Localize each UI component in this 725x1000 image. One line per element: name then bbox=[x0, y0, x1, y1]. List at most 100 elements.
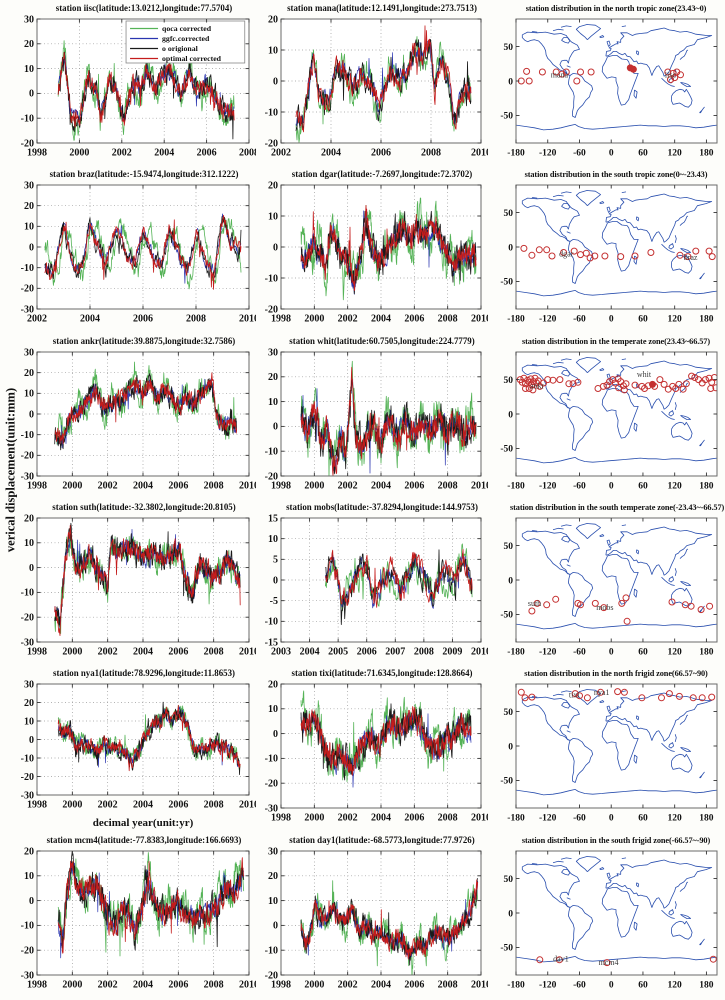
svg-text:2008: 2008 bbox=[204, 481, 224, 492]
svg-text:-50: -50 bbox=[500, 777, 513, 787]
svg-text:20: 20 bbox=[268, 181, 278, 191]
svg-text:10: 10 bbox=[268, 704, 278, 715]
svg-text:2000: 2000 bbox=[304, 314, 324, 325]
panel-ankr: station ankr(latitude:39.8875,longitude:… bbox=[10, 335, 256, 497]
svg-text:2010: 2010 bbox=[471, 980, 488, 991]
svg-text:-10: -10 bbox=[21, 114, 34, 125]
svg-text:2008: 2008 bbox=[204, 647, 224, 658]
svg-text:decimal year(unit:yr): decimal year(unit:yr) bbox=[93, 817, 194, 829]
svg-text:180: 180 bbox=[699, 315, 714, 325]
svg-text:50: 50 bbox=[504, 209, 514, 219]
svg-text:2002: 2002 bbox=[98, 647, 118, 658]
panel-title: station day1(latitude:-68.5773,longitude… bbox=[289, 835, 475, 845]
svg-text:iisc: iisc bbox=[665, 70, 677, 79]
svg-text:2006: 2006 bbox=[133, 314, 153, 325]
svg-text:mana: mana bbox=[551, 70, 569, 79]
svg-text:-180: -180 bbox=[507, 149, 525, 159]
svg-text:-60: -60 bbox=[573, 814, 586, 824]
svg-text:30: 30 bbox=[24, 15, 34, 25]
panel-title: station distribution in the north tropic… bbox=[525, 4, 707, 13]
panel-title: station whit(latitude:60.7505,longitude:… bbox=[289, 336, 475, 346]
svg-text:-50: -50 bbox=[500, 944, 513, 954]
svg-text:-20: -20 bbox=[265, 471, 278, 482]
svg-text:30: 30 bbox=[24, 181, 34, 191]
svg-text:0: 0 bbox=[609, 315, 614, 325]
svg-text:60: 60 bbox=[638, 315, 648, 325]
panel-tixi: station tixi(latitude:71.6345,longitude:… bbox=[254, 667, 488, 829]
panel-title: station mana(latitude:12.1491,longitude:… bbox=[287, 3, 477, 13]
panel-title: station suth(latitude:-32.3802,longitude… bbox=[52, 502, 236, 512]
world-map-south-temperate: suth mobs -180 -120 -60 0 60 120 180 -50 0 50 bbox=[500, 517, 718, 658]
panel-map-south-frigid: station distribution in the south frigid… bbox=[486, 834, 722, 996]
svg-text:2000: 2000 bbox=[62, 980, 82, 991]
svg-text:120: 120 bbox=[668, 482, 683, 492]
timeseries-chart-whit: 1998 2000 2002 2004 2006 2008 2010 -20 -10 0 10 20 3… bbox=[265, 348, 488, 492]
svg-text:-30: -30 bbox=[21, 790, 34, 801]
svg-text:nya1: nya1 bbox=[594, 688, 610, 697]
svg-text:mcm4: mcm4 bbox=[599, 958, 619, 967]
panel-map-temperate: station distribution in the temperate zo… bbox=[486, 335, 722, 497]
svg-text:10: 10 bbox=[24, 389, 34, 400]
svg-text:2004: 2004 bbox=[133, 481, 153, 492]
svg-text:60: 60 bbox=[638, 981, 648, 991]
svg-text:mobs: mobs bbox=[596, 603, 613, 612]
svg-text:2010: 2010 bbox=[239, 800, 256, 811]
svg-text:0: 0 bbox=[609, 648, 614, 658]
svg-text:20: 20 bbox=[268, 871, 278, 882]
svg-text:-10: -10 bbox=[265, 754, 278, 765]
svg-text:1998: 1998 bbox=[271, 980, 291, 991]
svg-text:2006: 2006 bbox=[404, 314, 424, 325]
svg-text:2010: 2010 bbox=[239, 980, 256, 991]
svg-text:2008: 2008 bbox=[421, 148, 441, 159]
svg-text:0: 0 bbox=[29, 563, 34, 574]
svg-text:2002: 2002 bbox=[27, 314, 47, 325]
svg-text:0: 0 bbox=[29, 735, 34, 746]
svg-text:5: 5 bbox=[273, 555, 278, 566]
svg-text:-5: -5 bbox=[270, 596, 278, 607]
svg-text:2000: 2000 bbox=[62, 481, 82, 492]
svg-text:-20: -20 bbox=[265, 970, 278, 981]
svg-text:2006: 2006 bbox=[371, 148, 391, 159]
panel-mcm4: station mcm4(latitude:-77.8383,longitude… bbox=[10, 834, 256, 996]
svg-text:0: 0 bbox=[508, 742, 513, 752]
svg-text:2006: 2006 bbox=[357, 647, 377, 658]
svg-text:2010: 2010 bbox=[471, 481, 488, 492]
svg-text:-10: -10 bbox=[265, 107, 278, 118]
svg-text:1998: 1998 bbox=[27, 980, 47, 991]
svg-text:20: 20 bbox=[24, 201, 34, 212]
svg-text:2008: 2008 bbox=[438, 481, 458, 492]
svg-text:2004: 2004 bbox=[371, 813, 391, 824]
svg-text:20: 20 bbox=[268, 15, 278, 25]
svg-text:-50: -50 bbox=[500, 278, 513, 288]
timeseries-chart-tixi: 1998 2000 2002 2004 2006 2008 2010 -30 -20 -10 0 10… bbox=[265, 680, 488, 824]
svg-text:-10: -10 bbox=[265, 273, 278, 284]
world-map-north-frigid: tixi nya1 -180 -120 -60 0 60 120 180 -50 0 50 bbox=[500, 683, 718, 824]
svg-text:2006: 2006 bbox=[168, 481, 188, 492]
svg-text:0: 0 bbox=[273, 242, 278, 253]
timeseries-chart-braz: 2002 2004 2006 2008 2010 -30 -20 -10 0 10 20 30 bbox=[21, 181, 256, 325]
timeseries-chart-ankr: 1998 2000 2002 2004 2006 2008 2010 -30 -20 -10 0 10… bbox=[21, 348, 256, 492]
panel-title: station distribution in the south temper… bbox=[510, 503, 725, 512]
svg-text:2000: 2000 bbox=[304, 980, 324, 991]
svg-text:2006: 2006 bbox=[168, 800, 188, 811]
svg-text:2010: 2010 bbox=[239, 647, 256, 658]
panel-title: station braz(latitude:-15.9474,longitude… bbox=[49, 169, 239, 179]
svg-text:-30: -30 bbox=[21, 970, 34, 981]
svg-text:2010: 2010 bbox=[239, 314, 256, 325]
timeseries-chart-mobs: 2003 2004 2005 2006 2007 2008 2009 2010 -15 -10 -5… bbox=[265, 514, 488, 658]
svg-text:0: 0 bbox=[29, 242, 34, 253]
svg-text:50: 50 bbox=[504, 43, 514, 53]
svg-text:qoca corrected: qoca corrected bbox=[162, 24, 212, 33]
svg-text:-120: -120 bbox=[539, 315, 557, 325]
panel-iisc: station iisc(latitude:13.0212,longitude:… bbox=[10, 2, 256, 164]
svg-text:2004: 2004 bbox=[371, 980, 391, 991]
svg-text:0: 0 bbox=[609, 482, 614, 492]
svg-text:2002: 2002 bbox=[98, 980, 118, 991]
panel-mobs: station mobs(latitude:-37.8294,longitude… bbox=[254, 501, 488, 663]
svg-text:-10: -10 bbox=[21, 921, 34, 932]
svg-text:2010: 2010 bbox=[471, 813, 488, 824]
svg-text:50: 50 bbox=[504, 542, 514, 552]
svg-text:1998: 1998 bbox=[271, 314, 291, 325]
svg-text:0: 0 bbox=[29, 89, 34, 100]
